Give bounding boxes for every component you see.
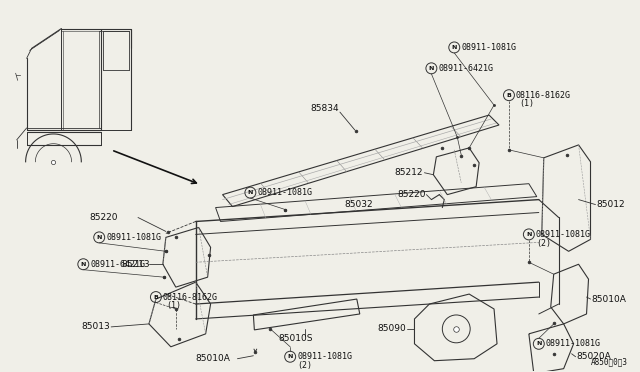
Text: 08911-1081G: 08911-1081G bbox=[257, 188, 312, 197]
Text: 08116-8162G: 08116-8162G bbox=[163, 292, 218, 302]
Text: N: N bbox=[287, 354, 293, 359]
Text: 85020A: 85020A bbox=[577, 352, 611, 361]
Text: 85834: 85834 bbox=[310, 104, 339, 113]
Text: N: N bbox=[248, 190, 253, 195]
Text: (1): (1) bbox=[520, 99, 534, 108]
Text: 85090: 85090 bbox=[378, 324, 406, 333]
Text: (2): (2) bbox=[297, 361, 312, 370]
Text: 08116-8162G: 08116-8162G bbox=[516, 91, 571, 100]
Text: 85012: 85012 bbox=[596, 200, 625, 209]
Text: N: N bbox=[97, 235, 102, 240]
Text: 85220: 85220 bbox=[397, 190, 426, 199]
Text: 08911-6421G: 08911-6421G bbox=[90, 260, 145, 269]
Text: 08911-6421G: 08911-6421G bbox=[438, 64, 493, 73]
Text: N: N bbox=[429, 66, 434, 71]
Text: A850・0・3: A850・0・3 bbox=[591, 357, 628, 367]
Text: (1): (1) bbox=[166, 301, 181, 310]
Text: B: B bbox=[506, 93, 511, 98]
Text: N: N bbox=[526, 232, 532, 237]
Text: 08911-1081G: 08911-1081G bbox=[106, 233, 161, 242]
Text: 85213: 85213 bbox=[121, 260, 150, 269]
Text: N: N bbox=[536, 341, 541, 346]
Text: 85010A: 85010A bbox=[591, 295, 627, 304]
Text: 85010A: 85010A bbox=[196, 354, 230, 363]
Text: (2): (2) bbox=[536, 239, 551, 248]
Text: 08911-1081G: 08911-1081G bbox=[546, 339, 601, 348]
Text: B: B bbox=[154, 295, 158, 299]
Text: 85013: 85013 bbox=[81, 323, 110, 331]
Text: 08911-1081G: 08911-1081G bbox=[536, 230, 591, 239]
Text: 08911-1081G: 08911-1081G bbox=[461, 43, 516, 52]
Text: 85010S: 85010S bbox=[278, 334, 313, 343]
Text: N: N bbox=[81, 262, 86, 267]
Text: 85220: 85220 bbox=[89, 213, 118, 222]
Text: 85212: 85212 bbox=[395, 168, 423, 177]
Text: N: N bbox=[452, 45, 457, 50]
Text: 08911-1081G: 08911-1081G bbox=[297, 352, 352, 361]
Text: 85032: 85032 bbox=[345, 200, 374, 209]
